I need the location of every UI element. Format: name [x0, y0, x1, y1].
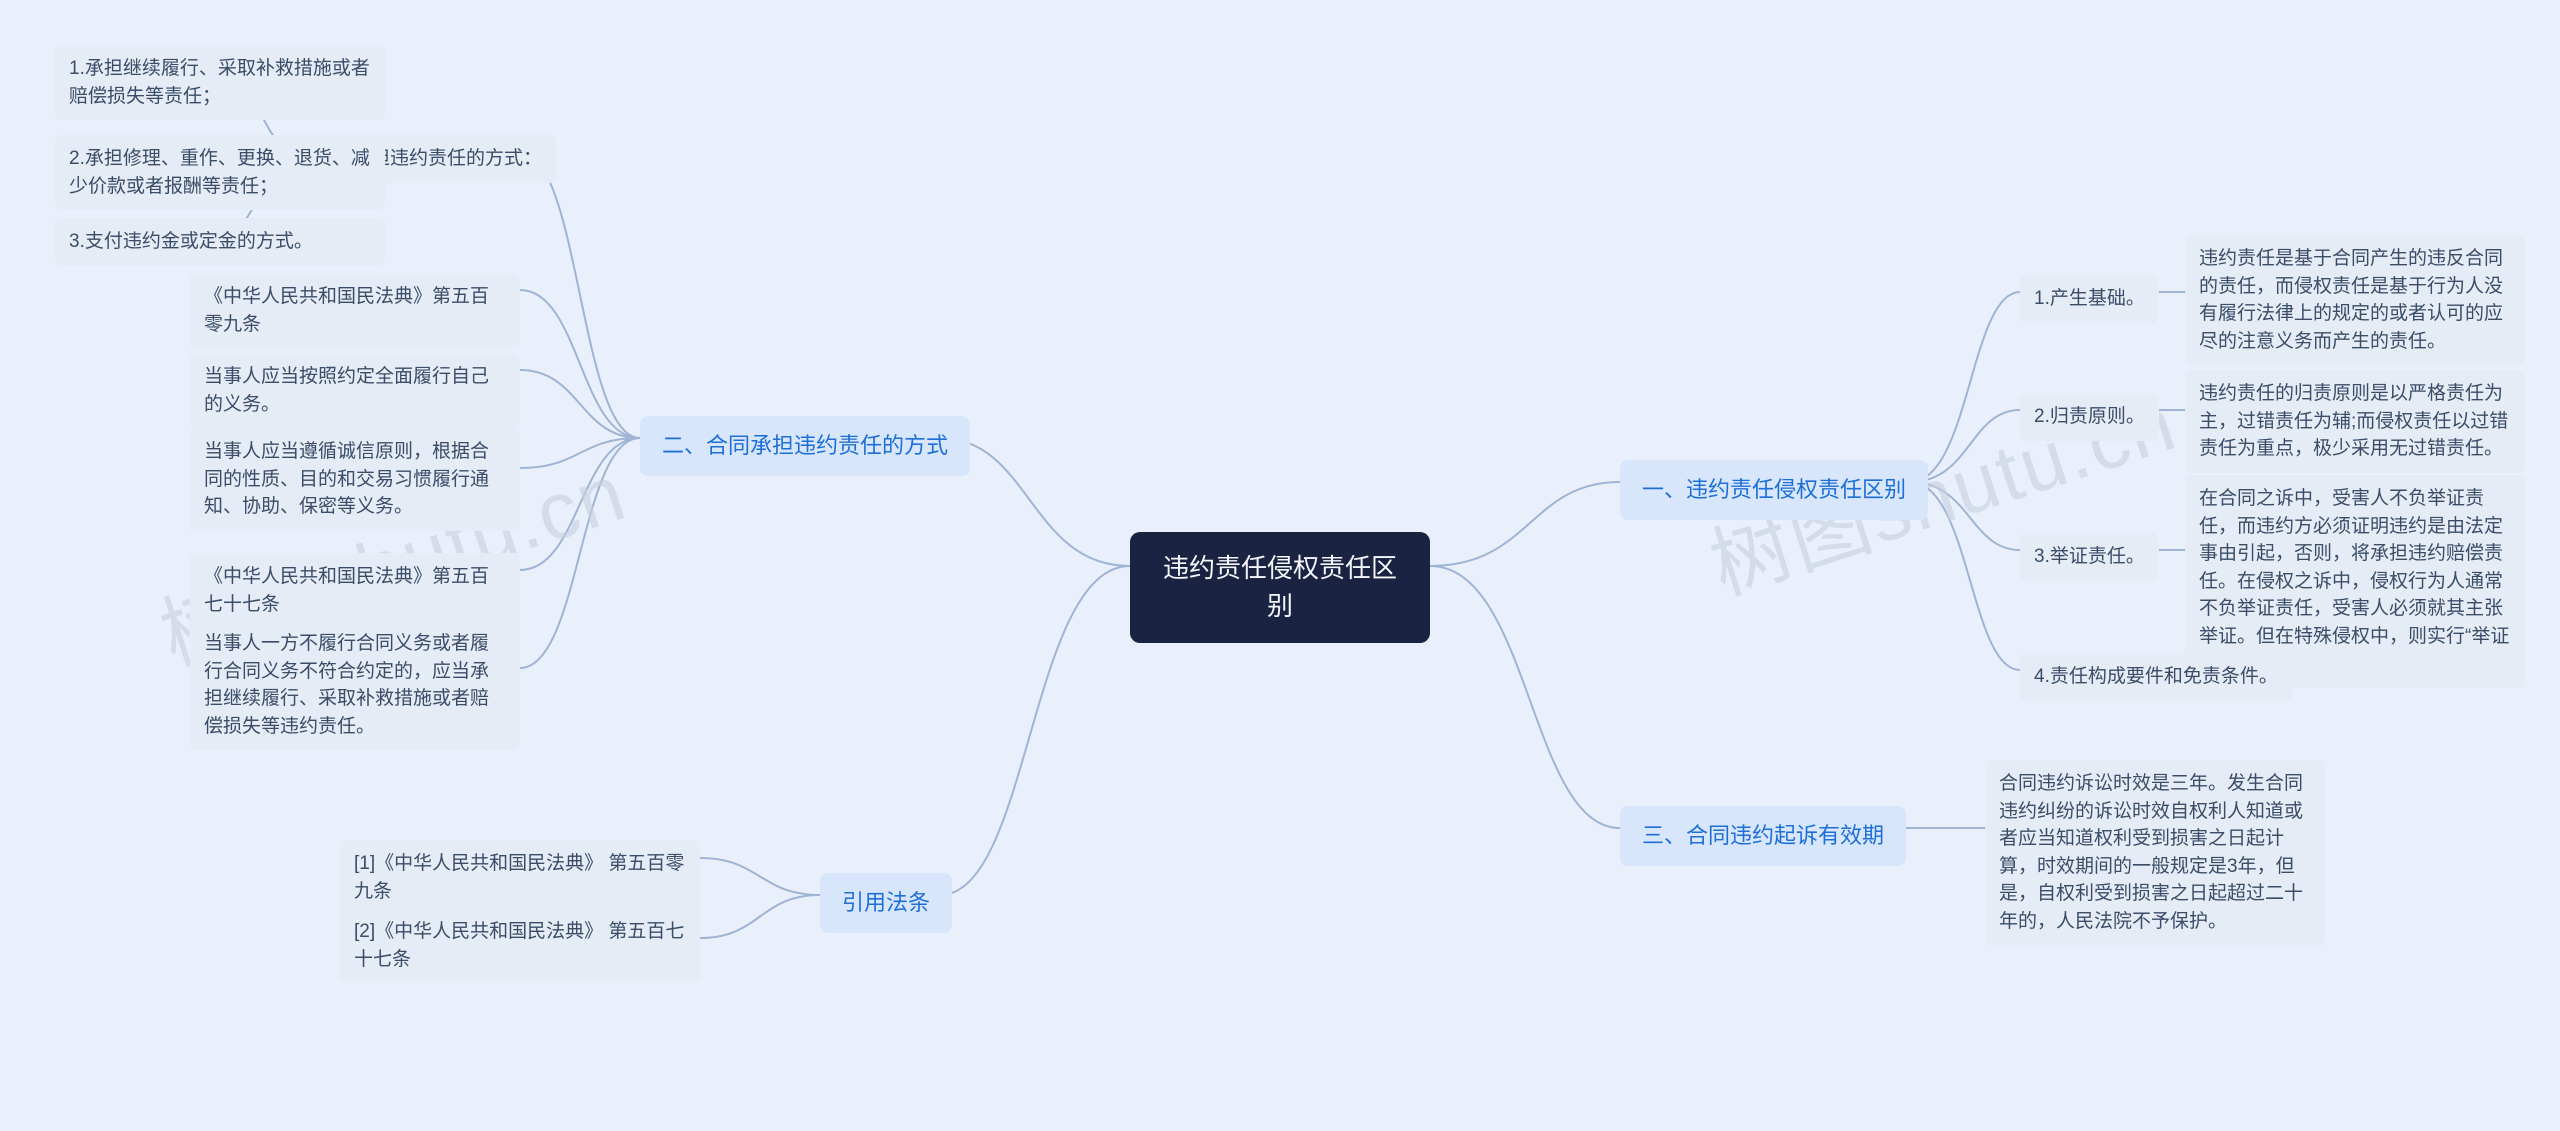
branch-1-desc-1: 违约责任是基于合同产生的违反合同的责任，而侵权责任是基于行为人没有履行法律上的规… — [2185, 235, 2525, 365]
branch-2-sub-6: 当事人一方不履行合同义务或者履行合同义务不符合约定的，应当承担继续履行、采取补救… — [190, 620, 520, 750]
branch-1-key-1: 1.产生基础。 — [2020, 275, 2159, 323]
branch-ref-item-2: [2]《中华人民共和国民法典》 第五百七十七条 — [340, 908, 700, 983]
branch-2[interactable]: 二、合同承担违约责任的方式 — [640, 416, 970, 476]
branch-ref[interactable]: 引用法条 — [820, 873, 952, 933]
branch-2-sub-4: 当事人应当遵循诚信原则，根据合同的性质、目的和交易习惯履行通知、协助、保密等义务… — [190, 428, 520, 531]
branch-2-sub-1-item-c: 3.支付违约金或定金的方式。 — [55, 218, 385, 266]
branch-1-key-3: 3.举证责任。 — [2020, 533, 2159, 581]
branch-ref-item-1: [1]《中华人民共和国民法典》 第五百零九条 — [340, 840, 700, 915]
root-node[interactable]: 违约责任侵权责任区别 — [1130, 532, 1430, 643]
branch-1[interactable]: 一、违约责任侵权责任区别 — [1620, 460, 1928, 520]
branch-1-desc-2: 违约责任的归责原则是以严格责任为主，过错责任为辅;而侵权责任以过错责任为重点，极… — [2185, 370, 2525, 473]
branch-2-sub-1-item-a: 1.承担继续履行、采取补救措施或者赔偿损失等责任； — [55, 45, 385, 120]
branch-1-key-4: 4.责任构成要件和免责条件。 — [2020, 653, 2292, 701]
branch-3[interactable]: 三、合同违约起诉有效期 — [1620, 806, 1906, 866]
branch-2-sub-2: 《中华人民共和国民法典》第五百零九条 — [190, 273, 520, 348]
branch-3-desc: 合同违约诉讼时效是三年。发生合同违约纠纷的诉讼时效自权利人知道或者应当知道权利受… — [1985, 760, 2325, 945]
branch-2-sub-3: 当事人应当按照约定全面履行自己的义务。 — [190, 353, 520, 428]
branch-2-sub-5: 《中华人民共和国民法典》第五百七十七条 — [190, 553, 520, 628]
branch-1-key-2: 2.归责原则。 — [2020, 393, 2159, 441]
branch-2-sub-1-item-b: 2.承担修理、重作、更换、退货、减少价款或者报酬等责任； — [55, 135, 385, 210]
